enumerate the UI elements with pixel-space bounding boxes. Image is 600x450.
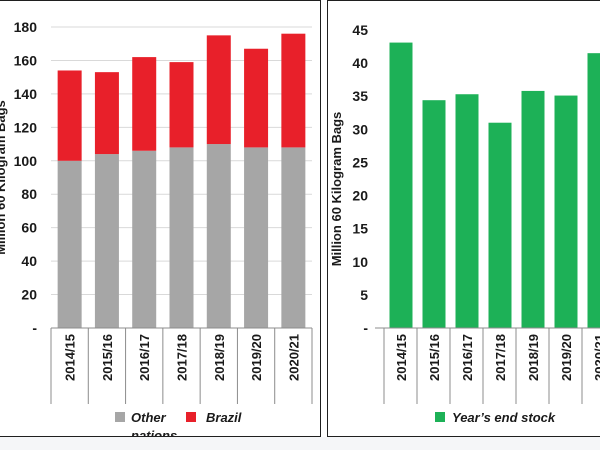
x-tick-label: 2017/18 [493, 334, 508, 381]
bar-year-end-stock-2014-15 [389, 42, 413, 329]
x-tick-label: 2019/20 [559, 334, 574, 381]
bar-other-nations-2015-16 [94, 154, 119, 328]
y-tick-label: 20 [352, 188, 368, 204]
bars [389, 42, 600, 329]
chart-panel-stocks: -5 10 15 20 25 30 35 40 45 2014/15 2015/16 2016/17 2… [327, 0, 600, 437]
legend-swatch-other-nations [115, 412, 125, 422]
y-tick-label: - [32, 320, 37, 336]
bars [57, 33, 306, 328]
bar-brazil-2019-20 [244, 48, 269, 148]
y-tick-label: 180 [14, 19, 38, 35]
bar-brazil-2018-19 [206, 35, 231, 145]
x-tick-label: 2016/17 [137, 334, 152, 381]
bar-other-nations-2019-20 [244, 147, 269, 328]
bar-year-end-stock-2017-18 [488, 122, 512, 328]
y-tick-label: 60 [21, 220, 37, 236]
y-tick-label: 80 [21, 186, 37, 202]
y-axis-title: Million 60 Kilogram Bags [329, 112, 344, 267]
bar-brazil-2017-18 [169, 62, 194, 148]
x-tick-label: 2019/20 [249, 334, 264, 381]
bar-other-nations-2017-18 [169, 147, 194, 328]
bar-year-end-stock-2019-20 [554, 95, 578, 328]
legend-swatch-brazil [186, 412, 196, 422]
bar-brazil-2014-15 [57, 70, 82, 161]
x-category-separators [50, 328, 313, 404]
legend: Other nations Brazil [115, 410, 242, 437]
y-tick-label: 20 [21, 287, 37, 303]
y-tick-label: 15 [352, 221, 368, 237]
bar-year-end-stock-2015-16 [422, 100, 446, 328]
bar-year-end-stock-2018-19 [521, 90, 545, 329]
bar-brazil-2015-16 [94, 72, 119, 155]
x-category-separators [383, 328, 583, 404]
x-tick-label: 2014/15 [63, 334, 78, 381]
y-tick-label: 120 [14, 119, 38, 135]
bar-other-nations-2018-19 [206, 144, 231, 328]
x-tick-label: 2018/19 [526, 334, 541, 381]
bar-year-end-stock-2020-21 [587, 53, 600, 329]
bar-other-nations-2020-21 [281, 147, 306, 328]
bar-other-nations-2014-15 [57, 160, 82, 328]
y-tick-label: 160 [14, 52, 38, 68]
x-tick-label: 2020/21 [286, 334, 301, 381]
x-tick-labels: 2014/15 2015/16 2016/17 2017/18 2018/19 2019/… [63, 334, 302, 381]
page-bottom-band [0, 437, 600, 450]
legend-label-nations: nations [131, 428, 177, 437]
y-tick-labels: - 5 10 15 20 25 30 35 40 45 [352, 22, 368, 336]
y-tick-label: 140 [14, 86, 38, 102]
bar-other-nations-2016-17 [132, 150, 157, 328]
x-tick-label: 2020/21 [592, 334, 600, 381]
x-tick-label: 2015/16 [427, 334, 442, 381]
y-tick-label: 5 [360, 287, 368, 303]
legend: Year’s end stock [435, 410, 556, 425]
x-tick-label: 2016/17 [460, 334, 475, 381]
x-tick-labels: 2014/15 2015/16 2016/17 2017/18 2018/19 2019/… [394, 334, 600, 381]
legend-label-other: Other [131, 410, 167, 425]
x-tick-label: 2015/16 [100, 334, 115, 381]
legend-swatch-year-end-stock [435, 412, 445, 422]
y-tick-labels: - 20 40 60 80 100 120 140 160 180 [14, 19, 38, 336]
legend-label-year-end-stock: Year’s end stock [452, 410, 556, 425]
y-tick-label: 35 [352, 88, 368, 104]
bar-year-end-stock-2016-17 [455, 94, 479, 328]
y-tick-label: - [363, 320, 368, 336]
bar-brazil-2016-17 [132, 57, 157, 151]
y-axis-title: Million 60 Kilogram Bags [0, 100, 8, 255]
x-tick-label: 2018/19 [212, 334, 227, 381]
y-tick-label: 25 [352, 154, 368, 170]
x-tick-label: 2017/18 [175, 334, 190, 381]
x-tick-label: 2014/15 [394, 334, 409, 381]
legend-label-brazil: Brazil [206, 410, 242, 425]
y-tick-label: 40 [352, 55, 368, 71]
y-tick-label: 10 [352, 254, 368, 270]
y-tick-label: 40 [21, 253, 37, 269]
bar-brazil-2020-21 [281, 33, 306, 148]
chart-panel-production: -20 40 60 80 100 120 140 160 180 2014/15 2015/16 20… [0, 0, 321, 437]
y-tick-label: 100 [14, 153, 38, 169]
y-tick-label: 30 [352, 121, 368, 137]
y-tick-label: 45 [352, 22, 368, 38]
